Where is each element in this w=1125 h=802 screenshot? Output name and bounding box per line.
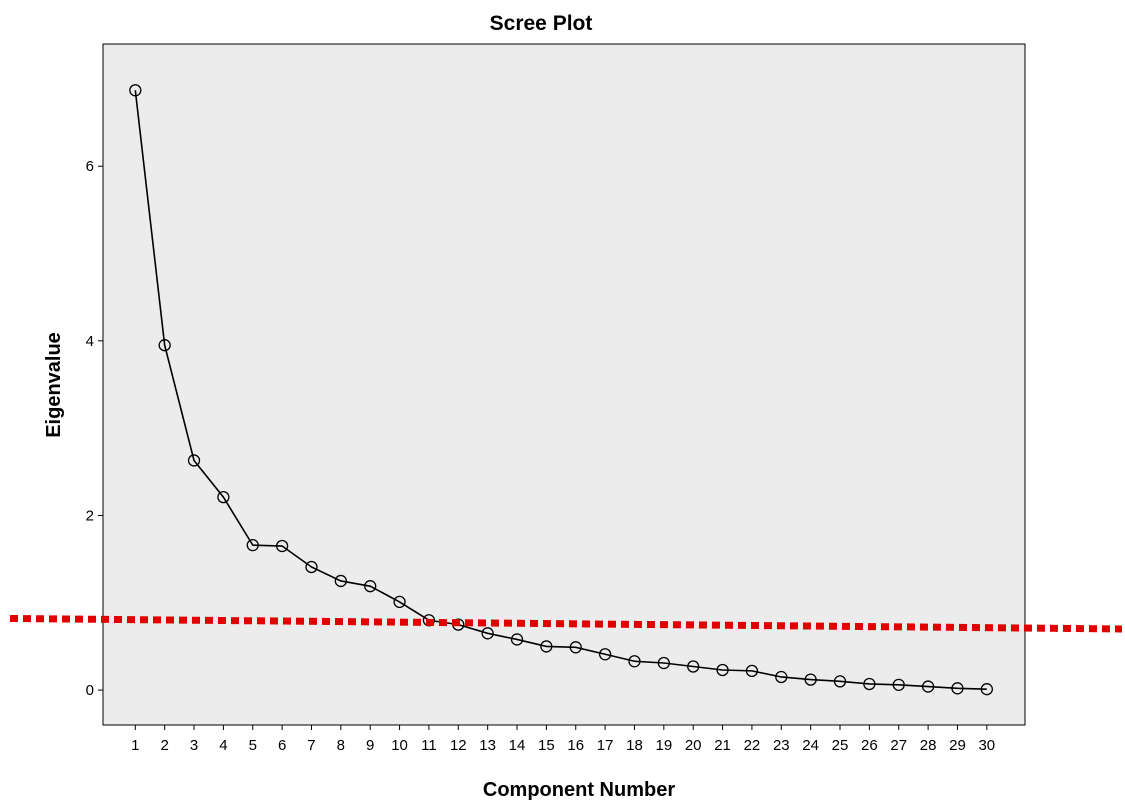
x-tick-label: 21 [714,737,731,754]
data-point [863,677,876,691]
data-point [540,640,553,653]
y-tick-label: 0 [86,682,94,699]
data-point [187,454,201,467]
data-point [217,490,230,504]
data-point [892,678,905,691]
x-tick-label: 14 [509,737,526,754]
x-tick-label: 28 [920,737,937,754]
x-tick-label: 11 [421,737,437,754]
plot-area [102,43,1026,726]
x-tick-label: 9 [366,737,374,754]
y-axis: 0 2 4 6 [86,158,103,699]
data-point [921,680,935,693]
x-tick-label: 18 [626,737,643,754]
reference-line [9,614,1123,633]
data-point [980,683,993,696]
x-tick-label: 8 [337,737,345,754]
data-point [657,656,670,670]
x-tick-label: 20 [685,737,702,754]
x-tick-label: 29 [949,737,966,754]
data-point [129,84,142,97]
data-point [569,641,582,654]
x-tick-label: 27 [890,737,907,754]
x-tick-label: 22 [744,737,761,754]
x-axis: 1 2 3 4 5 6 7 8 9 10 11 12 13 14 15 16 17 18 19 20 21 22 23 24 2… [131,725,995,754]
x-tick-label: 10 [391,737,408,754]
x-tick-label: 30 [978,737,995,754]
data-point [598,648,612,661]
y-tick-label: 6 [86,158,94,175]
series-group [129,84,993,696]
y-axis-title: Eigenvalue [43,332,65,438]
data-point [393,595,406,609]
data-point [510,633,524,646]
data-point [833,675,847,688]
data-point [687,660,700,673]
x-tick-label: 1 [131,737,139,754]
x-tick-label: 12 [450,737,467,754]
chart-title: Scree Plot [490,12,593,35]
x-tick-label: 16 [567,737,584,754]
data-point [716,663,729,677]
data-point [364,580,377,593]
x-tick-label: 26 [861,737,878,754]
data-point [481,627,494,640]
x-tick-label: 23 [773,737,790,754]
x-tick-label: 4 [219,737,227,754]
data-point [951,682,964,695]
x-tick-label: 5 [249,737,257,754]
x-tick-label: 7 [307,737,315,754]
data-point [628,655,641,668]
x-tick-label: 3 [190,737,198,754]
data-point [275,539,289,553]
data-point [804,673,817,686]
data-point [775,670,788,684]
data-point [745,664,759,678]
data-point [305,560,318,574]
y-tick-label: 2 [86,507,94,524]
reference-group [9,614,1123,633]
x-tick-label: 25 [832,737,849,754]
y-tick-label: 4 [86,333,94,350]
data-point [246,538,259,552]
x-tick-label: 24 [802,737,819,754]
data-point [158,339,171,352]
x-tick-label: 15 [538,737,555,754]
data-point [334,574,347,588]
x-tick-label: 13 [479,737,496,754]
x-tick-label: 17 [597,737,614,754]
x-tick-label: 19 [655,737,672,754]
x-tick-label: 6 [278,737,286,754]
x-axis-title: Component Number [483,779,675,801]
x-tick-label: 2 [160,737,168,754]
